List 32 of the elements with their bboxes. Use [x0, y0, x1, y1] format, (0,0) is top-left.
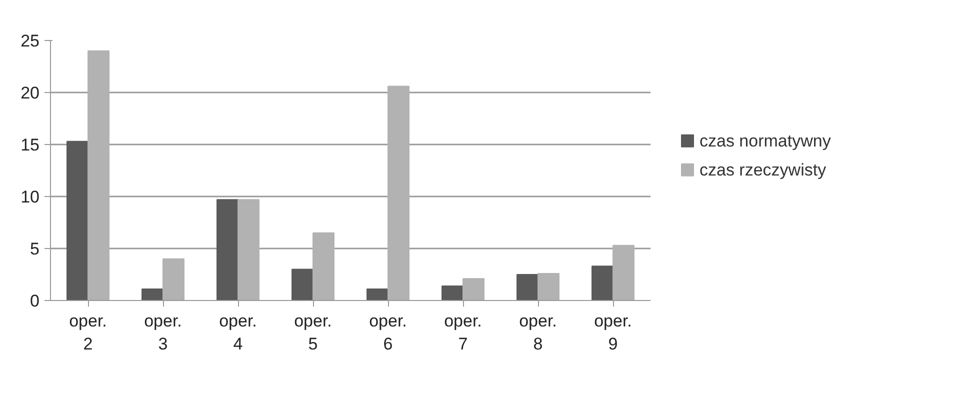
- y-tick-label: 25: [20, 32, 40, 50]
- bar: [538, 272, 560, 300]
- bar: [88, 50, 110, 300]
- x-tick-label: oper. 3: [144, 312, 182, 354]
- x-tick-label: oper. 5: [294, 312, 332, 354]
- x-tick-label: oper. 9: [594, 312, 632, 354]
- y-tick-label: 5: [30, 240, 40, 258]
- x-tick-label: oper. 2: [69, 312, 107, 354]
- y-tick-label: 15: [20, 136, 40, 154]
- bar: [162, 258, 184, 300]
- y-tick-label: 10: [20, 188, 40, 206]
- bar: [516, 274, 538, 300]
- bar: [312, 232, 334, 300]
- bar: [442, 285, 464, 300]
- x-tick-label: oper. 7: [444, 312, 482, 354]
- legend-label: czas normatywny: [700, 131, 832, 150]
- legend-label: czas rzeczywisty: [700, 160, 827, 180]
- x-tick-label: oper. 6: [369, 312, 407, 354]
- bar: [216, 199, 238, 300]
- bar: [366, 288, 388, 300]
- x-tick-label: oper. 8: [519, 312, 557, 354]
- bar: [66, 140, 88, 300]
- bar: [292, 268, 314, 300]
- y-tick-label: 0: [30, 292, 40, 310]
- bar: [462, 278, 484, 300]
- bar: [592, 266, 614, 300]
- x-tick-label: oper. 4: [219, 312, 257, 354]
- bar: [142, 288, 164, 300]
- bar: [388, 86, 410, 300]
- bar: [612, 244, 634, 300]
- y-tick-label: 20: [20, 84, 40, 102]
- bar: [238, 199, 260, 300]
